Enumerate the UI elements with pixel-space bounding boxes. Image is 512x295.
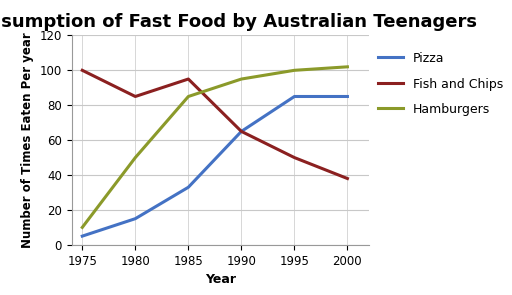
Title: Consumption of Fast Food by Australian Teenagers: Consumption of Fast Food by Australian T… bbox=[0, 13, 477, 31]
Y-axis label: Number of Times Eaten Per year: Number of Times Eaten Per year bbox=[21, 32, 34, 248]
X-axis label: Year: Year bbox=[205, 273, 236, 286]
Legend: Pizza, Fish and Chips, Hamburgers: Pizza, Fish and Chips, Hamburgers bbox=[378, 52, 503, 116]
